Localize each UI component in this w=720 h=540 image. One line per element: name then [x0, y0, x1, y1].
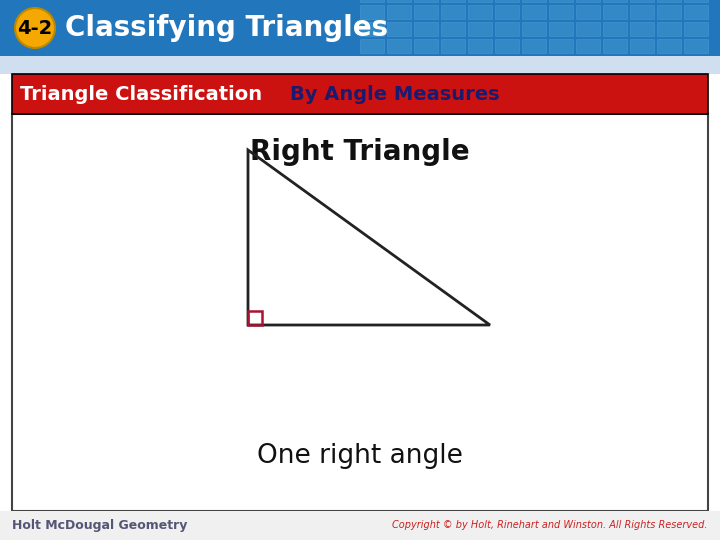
- Bar: [684, 39, 708, 53]
- Bar: [576, 5, 600, 19]
- Text: 4-2: 4-2: [17, 18, 53, 37]
- Bar: [468, 0, 492, 2]
- Text: By Angle Measures: By Angle Measures: [290, 84, 500, 104]
- Text: Copyright © by Holt, Rinehart and Winston. All Rights Reserved.: Copyright © by Holt, Rinehart and Winsto…: [392, 521, 708, 530]
- Bar: [495, 22, 519, 36]
- Bar: [248, 311, 262, 325]
- Bar: [495, 0, 519, 2]
- Bar: [387, 22, 411, 36]
- Text: Holt McDougal Geometry: Holt McDougal Geometry: [12, 519, 187, 532]
- Bar: [630, 22, 654, 36]
- Bar: [441, 5, 465, 19]
- Bar: [441, 0, 465, 2]
- Bar: [387, 0, 411, 2]
- Bar: [468, 22, 492, 36]
- Bar: [549, 22, 573, 36]
- Bar: [657, 22, 681, 36]
- Bar: [0, 56, 720, 74]
- Bar: [657, 39, 681, 53]
- Bar: [522, 5, 546, 19]
- Bar: [441, 39, 465, 53]
- Bar: [468, 5, 492, 19]
- Bar: [12, 114, 708, 511]
- Bar: [603, 39, 627, 53]
- Bar: [360, 39, 384, 53]
- Bar: [12, 74, 708, 114]
- Bar: [414, 5, 438, 19]
- Bar: [360, 5, 384, 19]
- Text: Classifying Triangles: Classifying Triangles: [65, 14, 388, 42]
- Bar: [657, 0, 681, 2]
- Bar: [522, 39, 546, 53]
- Bar: [0, 511, 720, 540]
- Bar: [576, 0, 600, 2]
- Bar: [603, 5, 627, 19]
- Bar: [522, 22, 546, 36]
- Circle shape: [15, 8, 55, 48]
- Bar: [549, 39, 573, 53]
- Text: One right angle: One right angle: [257, 443, 463, 469]
- Bar: [630, 39, 654, 53]
- Bar: [603, 22, 627, 36]
- Bar: [657, 5, 681, 19]
- Bar: [414, 39, 438, 53]
- Bar: [684, 0, 708, 2]
- Bar: [630, 0, 654, 2]
- Text: Right Triangle: Right Triangle: [250, 138, 470, 166]
- Bar: [414, 22, 438, 36]
- Bar: [441, 22, 465, 36]
- Bar: [495, 39, 519, 53]
- Bar: [387, 39, 411, 53]
- Bar: [576, 22, 600, 36]
- Bar: [0, 0, 720, 56]
- Bar: [549, 5, 573, 19]
- Bar: [495, 5, 519, 19]
- Bar: [684, 5, 708, 19]
- Bar: [603, 0, 627, 2]
- Bar: [576, 39, 600, 53]
- Bar: [684, 22, 708, 36]
- Bar: [360, 0, 384, 2]
- Bar: [414, 0, 438, 2]
- Bar: [630, 5, 654, 19]
- Bar: [360, 22, 384, 36]
- Bar: [522, 0, 546, 2]
- Bar: [468, 39, 492, 53]
- Bar: [549, 0, 573, 2]
- Bar: [387, 5, 411, 19]
- Text: Triangle Classification: Triangle Classification: [20, 84, 262, 104]
